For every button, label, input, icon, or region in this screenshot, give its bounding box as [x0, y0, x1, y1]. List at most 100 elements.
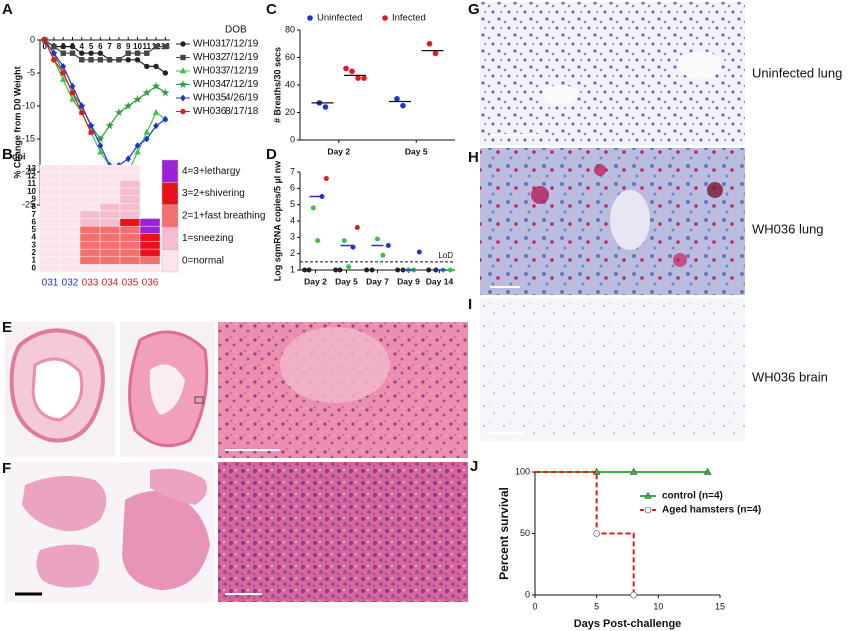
data-point — [380, 252, 386, 258]
heat-cell — [119, 203, 141, 212]
heat-cell — [139, 225, 161, 234]
y-tick-label: 1 — [32, 256, 37, 265]
legend-marker — [307, 15, 313, 21]
image-caption: WH036 lung — [752, 221, 824, 236]
heat-cell — [119, 248, 141, 257]
heat-cell — [99, 210, 121, 219]
marker — [629, 467, 638, 475]
marker — [144, 50, 150, 56]
heat-cell — [119, 210, 141, 219]
marker — [162, 115, 169, 123]
data-point — [394, 95, 400, 102]
heat-cell — [39, 180, 61, 189]
marker — [41, 37, 48, 43]
marker — [134, 50, 141, 56]
panel-label: A — [2, 1, 13, 18]
x-tick-label: 031 — [42, 278, 59, 289]
scale-label: 1=sneezing — [182, 233, 233, 244]
marker — [97, 57, 104, 63]
data-point — [355, 75, 361, 81]
stain — [707, 182, 723, 198]
marker — [144, 63, 150, 70]
y-tick-label: 4 — [290, 215, 295, 225]
lod-label: LoD — [438, 251, 453, 260]
legend-label: Infected — [392, 13, 426, 24]
heat-cell — [59, 172, 81, 181]
marker — [59, 75, 67, 82]
x-tick-label: 032 — [62, 278, 79, 289]
panel-label: C — [266, 1, 277, 18]
y-tick-label: 6 — [290, 183, 295, 193]
marker — [60, 43, 66, 50]
marker — [162, 70, 169, 76]
image-caption: WH036 brain — [752, 369, 828, 384]
heat-cell — [119, 172, 141, 181]
x-tick-label: 15 — [715, 601, 725, 611]
heat-cell — [59, 187, 81, 196]
marker — [79, 57, 85, 63]
y-axis-label: Percent survival — [497, 487, 511, 580]
scale-label: 3=2+shivering — [182, 188, 245, 199]
y-tick-label: -10 — [22, 100, 35, 110]
heat-cell — [39, 241, 61, 250]
data-point — [369, 267, 375, 273]
series-line — [44, 39, 166, 166]
heat-cell — [79, 241, 101, 250]
marker — [134, 57, 141, 63]
heat-cell — [79, 218, 101, 227]
panel-e-images — [5, 322, 468, 458]
heat-cell — [79, 187, 101, 196]
airspace — [542, 85, 578, 105]
heat-cell — [39, 233, 61, 242]
data-point — [395, 267, 401, 273]
heat-cell — [119, 264, 141, 273]
heat-cell — [79, 248, 101, 257]
marker — [180, 94, 186, 102]
lung-lobe — [22, 476, 107, 532]
panel-label: B — [2, 146, 13, 163]
y-tick-label: 2 — [290, 248, 295, 258]
y-tick-label: 0 — [290, 134, 295, 144]
y-tick-label: 20 — [285, 107, 295, 117]
marker — [105, 121, 114, 130]
y-axis-label: Log sgmRNA copies/5 µl nw — [272, 160, 282, 281]
marker — [88, 50, 94, 56]
x-tick-label: 4 — [80, 42, 85, 51]
y-tick-label: 3 — [290, 232, 295, 242]
scale-swatch — [161, 159, 179, 183]
marker — [153, 122, 159, 130]
x-tick-label: 7 — [107, 42, 112, 51]
data-point — [426, 267, 432, 273]
heat-cell — [59, 241, 81, 250]
legend-dob: 7/12/19 — [225, 39, 259, 50]
x-tick-label: 5 — [89, 42, 94, 51]
y-tick-label: 7 — [32, 210, 37, 219]
y-tick-label: 0 — [525, 589, 530, 599]
lung-lobe — [150, 468, 208, 505]
heat-cell — [79, 264, 101, 273]
legend-marker — [382, 15, 388, 21]
y-tick-label: 6 — [32, 217, 37, 226]
x-tick-label: 034 — [102, 278, 119, 289]
marker — [143, 135, 150, 143]
marker — [69, 43, 76, 50]
x-tick-label: Day 7 — [366, 276, 389, 286]
heat-cell — [79, 195, 101, 204]
inset-box — [194, 396, 204, 404]
marker — [644, 506, 652, 514]
data-point — [364, 267, 370, 273]
x-tick-label: 0 — [42, 42, 47, 51]
heat-cell — [79, 233, 101, 242]
scale-label: 4=3+lethargy — [182, 166, 240, 177]
data-point — [385, 243, 391, 248]
series-line — [44, 39, 166, 173]
heat-cell — [39, 164, 61, 173]
legend-label: WH036 — [193, 106, 227, 117]
panel-label: I — [468, 296, 472, 313]
heat-cell — [39, 225, 61, 234]
heat-cell — [59, 203, 81, 212]
legend-label: WH033 — [193, 66, 227, 77]
x-tick-label: 6 — [98, 42, 103, 51]
data-point — [343, 65, 349, 72]
x-tick-label: Day 14 — [426, 276, 454, 286]
